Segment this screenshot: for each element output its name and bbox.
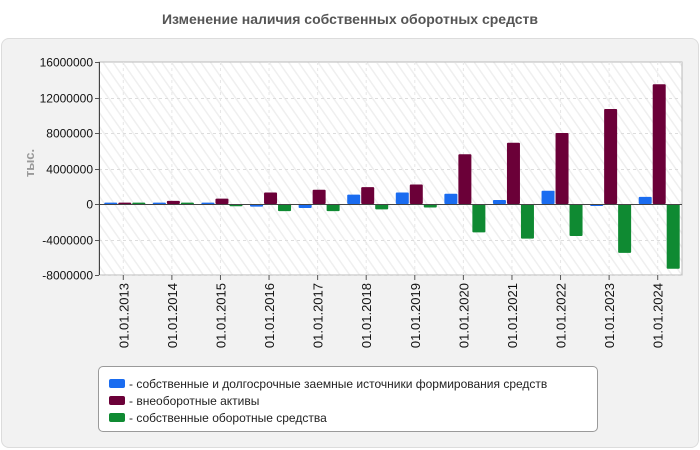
bar-2 [555,133,569,204]
y-tick-label: -8000000 [42,269,93,283]
y-tick-label: 0 [86,198,93,212]
legend: - собственные и долгосрочные заемные ист… [98,366,598,432]
x-tick-label: 01.01.2017 [311,283,326,348]
legend-swatch [109,379,125,388]
legend-swatch [109,396,125,405]
bar-1 [638,196,652,204]
y-tick-label: -4000000 [42,234,93,248]
legend-label: - [129,410,137,425]
bar-3 [666,204,680,269]
bar-2 [604,109,618,204]
bar-1 [444,193,458,204]
x-tick-label: 01.01.2021 [505,283,520,348]
bar-2 [458,154,472,204]
bar-2 [166,200,180,204]
bar-2 [312,189,326,204]
bar-3 [375,204,389,210]
bar-3 [520,204,534,239]
bar-2 [409,184,423,204]
legend-label-fixed-assets: внеоборотные активы [136,393,260,408]
bar-1 [347,194,361,204]
y-tick-label: 4000000 [46,163,93,177]
bar-3 [618,204,632,253]
legend-label-working-capital: собственные оборотные средства [136,410,327,425]
y-tick-label: 8000000 [46,127,93,141]
legend-label: - [129,393,137,408]
x-tick-label: 01.01.2015 [213,283,228,348]
bar-2 [652,84,666,204]
bar-3 [326,204,340,212]
legend-item-sources: - собственные и долгосрочные заемные ист… [109,375,597,392]
legend-label-sources: собственные и долгосрочные заемные источ… [136,376,548,391]
x-tick-label: 01.01.2016 [262,283,277,348]
legend-swatch [109,413,125,422]
legend-label: - [129,376,137,391]
x-tick-label: 01.01.2018 [359,283,374,348]
x-tick-label: 01.01.2023 [602,283,617,348]
x-tick-label: 01.01.2022 [554,283,569,348]
legend-item-working-capital: - собственные оборотные средства [109,409,597,426]
x-tick-label: 01.01.2019 [408,283,423,348]
chart-title: Изменение наличия собственных оборотных … [161,11,539,27]
bar-2 [506,142,520,204]
x-tick-label: 01.01.2013 [116,283,131,348]
x-tick-label: 01.01.2020 [456,283,471,348]
bar-1 [541,190,555,204]
x-tick-label: 01.01.2024 [651,283,666,348]
bar-2 [264,192,278,204]
bar-1 [492,200,506,204]
bar-2 [215,198,229,204]
y-tick-label: 16000000 [40,56,94,70]
bar-2 [361,187,375,204]
bar-3 [472,204,486,233]
legend-item-fixed-assets: - внеоборотные активы [109,392,597,409]
bar-3 [569,204,583,236]
bar-3 [278,204,292,212]
y-tick-label: 12000000 [40,92,94,106]
y-axis-title: тыс. [22,149,37,177]
plot-area [98,61,683,276]
x-tick-label: 01.01.2014 [165,283,180,348]
bar-1 [395,192,409,204]
